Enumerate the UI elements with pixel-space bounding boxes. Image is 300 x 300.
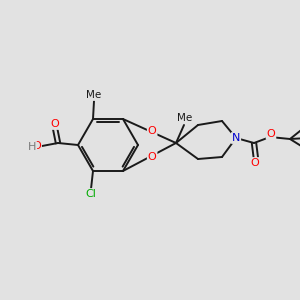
Text: H: H: [28, 142, 36, 152]
Text: O: O: [267, 129, 275, 139]
Text: Me: Me: [86, 90, 102, 100]
Text: O: O: [250, 158, 260, 168]
Text: Cl: Cl: [85, 189, 96, 199]
Text: O: O: [32, 141, 41, 151]
Text: O: O: [148, 152, 157, 162]
Text: Me: Me: [177, 113, 193, 123]
Text: N: N: [232, 133, 240, 143]
Text: O: O: [51, 119, 59, 129]
Text: O: O: [148, 126, 157, 136]
